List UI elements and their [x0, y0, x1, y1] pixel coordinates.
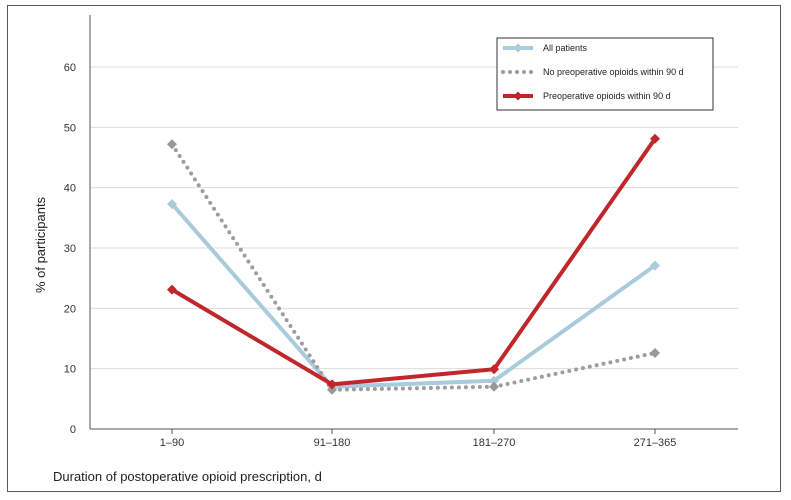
figure-frame	[7, 5, 781, 492]
series-point	[167, 198, 177, 209]
series-point	[489, 375, 499, 386]
legend-label: All patients	[543, 43, 588, 53]
series-point	[167, 284, 177, 295]
y-tick-label: 30	[64, 243, 76, 255]
x-tick-label: 271–365	[634, 437, 677, 449]
y-tick-label: 60	[64, 62, 76, 74]
y-tick-label: 0	[70, 424, 76, 436]
series-point	[650, 133, 660, 144]
y-axis-label: % of participants	[33, 196, 48, 293]
series-point	[327, 384, 337, 395]
series-point	[650, 260, 660, 271]
y-tick-labels: 0 10 20 30 40 50 60	[64, 62, 76, 436]
x-tick-label: 181–270	[473, 437, 516, 449]
x-tick-labels: 1–90 91–180 181–270 271–365	[160, 429, 677, 449]
legend: All patients No preoperative opioids with…	[496, 37, 714, 111]
gridlines	[90, 66, 738, 370]
legend-label: Preoperative opioids within 90 d	[543, 91, 671, 101]
series-point	[167, 139, 177, 150]
series-line	[170, 142, 657, 392]
series-group	[167, 133, 660, 395]
series-line	[170, 202, 657, 389]
series-point	[489, 381, 499, 392]
legend-marker	[513, 43, 523, 53]
legend-marker	[513, 91, 523, 101]
legend-label: No preoperative opioids within 90 d	[543, 67, 684, 77]
series-point	[327, 379, 337, 390]
y-tick-label: 10	[64, 364, 76, 376]
series-point	[489, 364, 499, 375]
x-tick-label: 1–90	[160, 437, 184, 449]
x-axis-label: Duration of postoperative opioid prescri…	[53, 469, 322, 484]
y-tick-label: 40	[64, 183, 76, 195]
y-tick-label: 20	[64, 303, 76, 315]
series-line	[170, 137, 657, 387]
y-tick-label: 50	[64, 122, 76, 134]
x-tick-label: 91–180	[314, 437, 351, 449]
series-point	[650, 347, 660, 358]
